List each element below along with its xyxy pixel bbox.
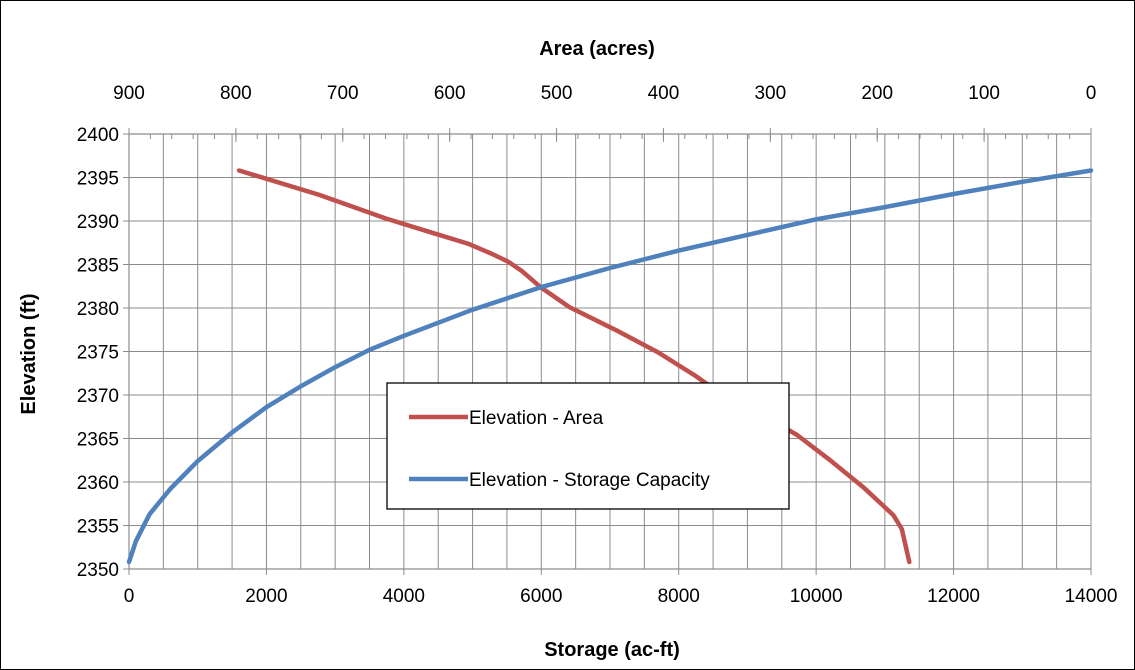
y-tick-label: 2370 xyxy=(77,386,119,407)
legend-label: Elevation - Area xyxy=(469,408,604,429)
x-bottom-tick-label: 14000 xyxy=(1065,586,1118,607)
x-top-tick-label: 0 xyxy=(1086,83,1097,104)
y-tick-label: 2395 xyxy=(77,169,119,190)
x-top-tick-label: 700 xyxy=(327,83,359,104)
y-tick-label: 2400 xyxy=(77,125,119,146)
x-top-axis-title: Area (acres) xyxy=(539,38,655,60)
x-bottom-tick-label: 2000 xyxy=(245,586,287,607)
x-top-tick-label: 200 xyxy=(861,83,893,104)
x-bottom-tick-label: 12000 xyxy=(927,586,980,607)
series-line-elevation-storage-capacity xyxy=(126,168,1094,565)
x-bottom-tick-label: 10000 xyxy=(790,586,843,607)
x-top-tick-label: 500 xyxy=(541,83,573,104)
axes-layer: 2350 2355 2360 2365 2370 2375 2380 2385 2390 2395… xyxy=(77,83,1118,607)
y-tick-label: 2355 xyxy=(77,517,119,538)
x-bottom-tick-label: 8000 xyxy=(658,586,700,607)
y-tick-label: 2350 xyxy=(77,560,119,581)
y-axis-title: Elevation (ft) xyxy=(18,293,40,414)
series-line-elevation-area xyxy=(236,168,912,565)
y-tick-label: 2385 xyxy=(77,256,119,277)
x-top-tick-label: 100 xyxy=(968,83,1000,104)
legend: Elevation - Area Elevation - Storage Capa… xyxy=(386,382,790,510)
x-bottom-axis-title: Storage (ac-ft) xyxy=(544,639,680,661)
y-tick-label: 2390 xyxy=(77,212,119,233)
series-layer xyxy=(126,168,1094,565)
x-top-tick-label: 600 xyxy=(434,83,466,104)
y-tick-label: 2360 xyxy=(77,473,119,494)
legend-label: Elevation - Storage Capacity xyxy=(469,470,710,491)
y-tick-label: 2380 xyxy=(77,299,119,320)
x-top-tick-label: 400 xyxy=(648,83,680,104)
legend-box xyxy=(386,382,790,510)
x-bottom-tick-label: 4000 xyxy=(383,586,425,607)
x-top-tick-label: 800 xyxy=(220,83,252,104)
x-top-tick-label: 900 xyxy=(113,83,145,104)
x-top-tick-label: 300 xyxy=(754,83,786,104)
x-bottom-tick-label: 6000 xyxy=(520,586,562,607)
y-tick-label: 2365 xyxy=(77,430,119,451)
y-tick-label: 2375 xyxy=(77,343,119,364)
x-bottom-tick-label: 0 xyxy=(124,586,135,607)
